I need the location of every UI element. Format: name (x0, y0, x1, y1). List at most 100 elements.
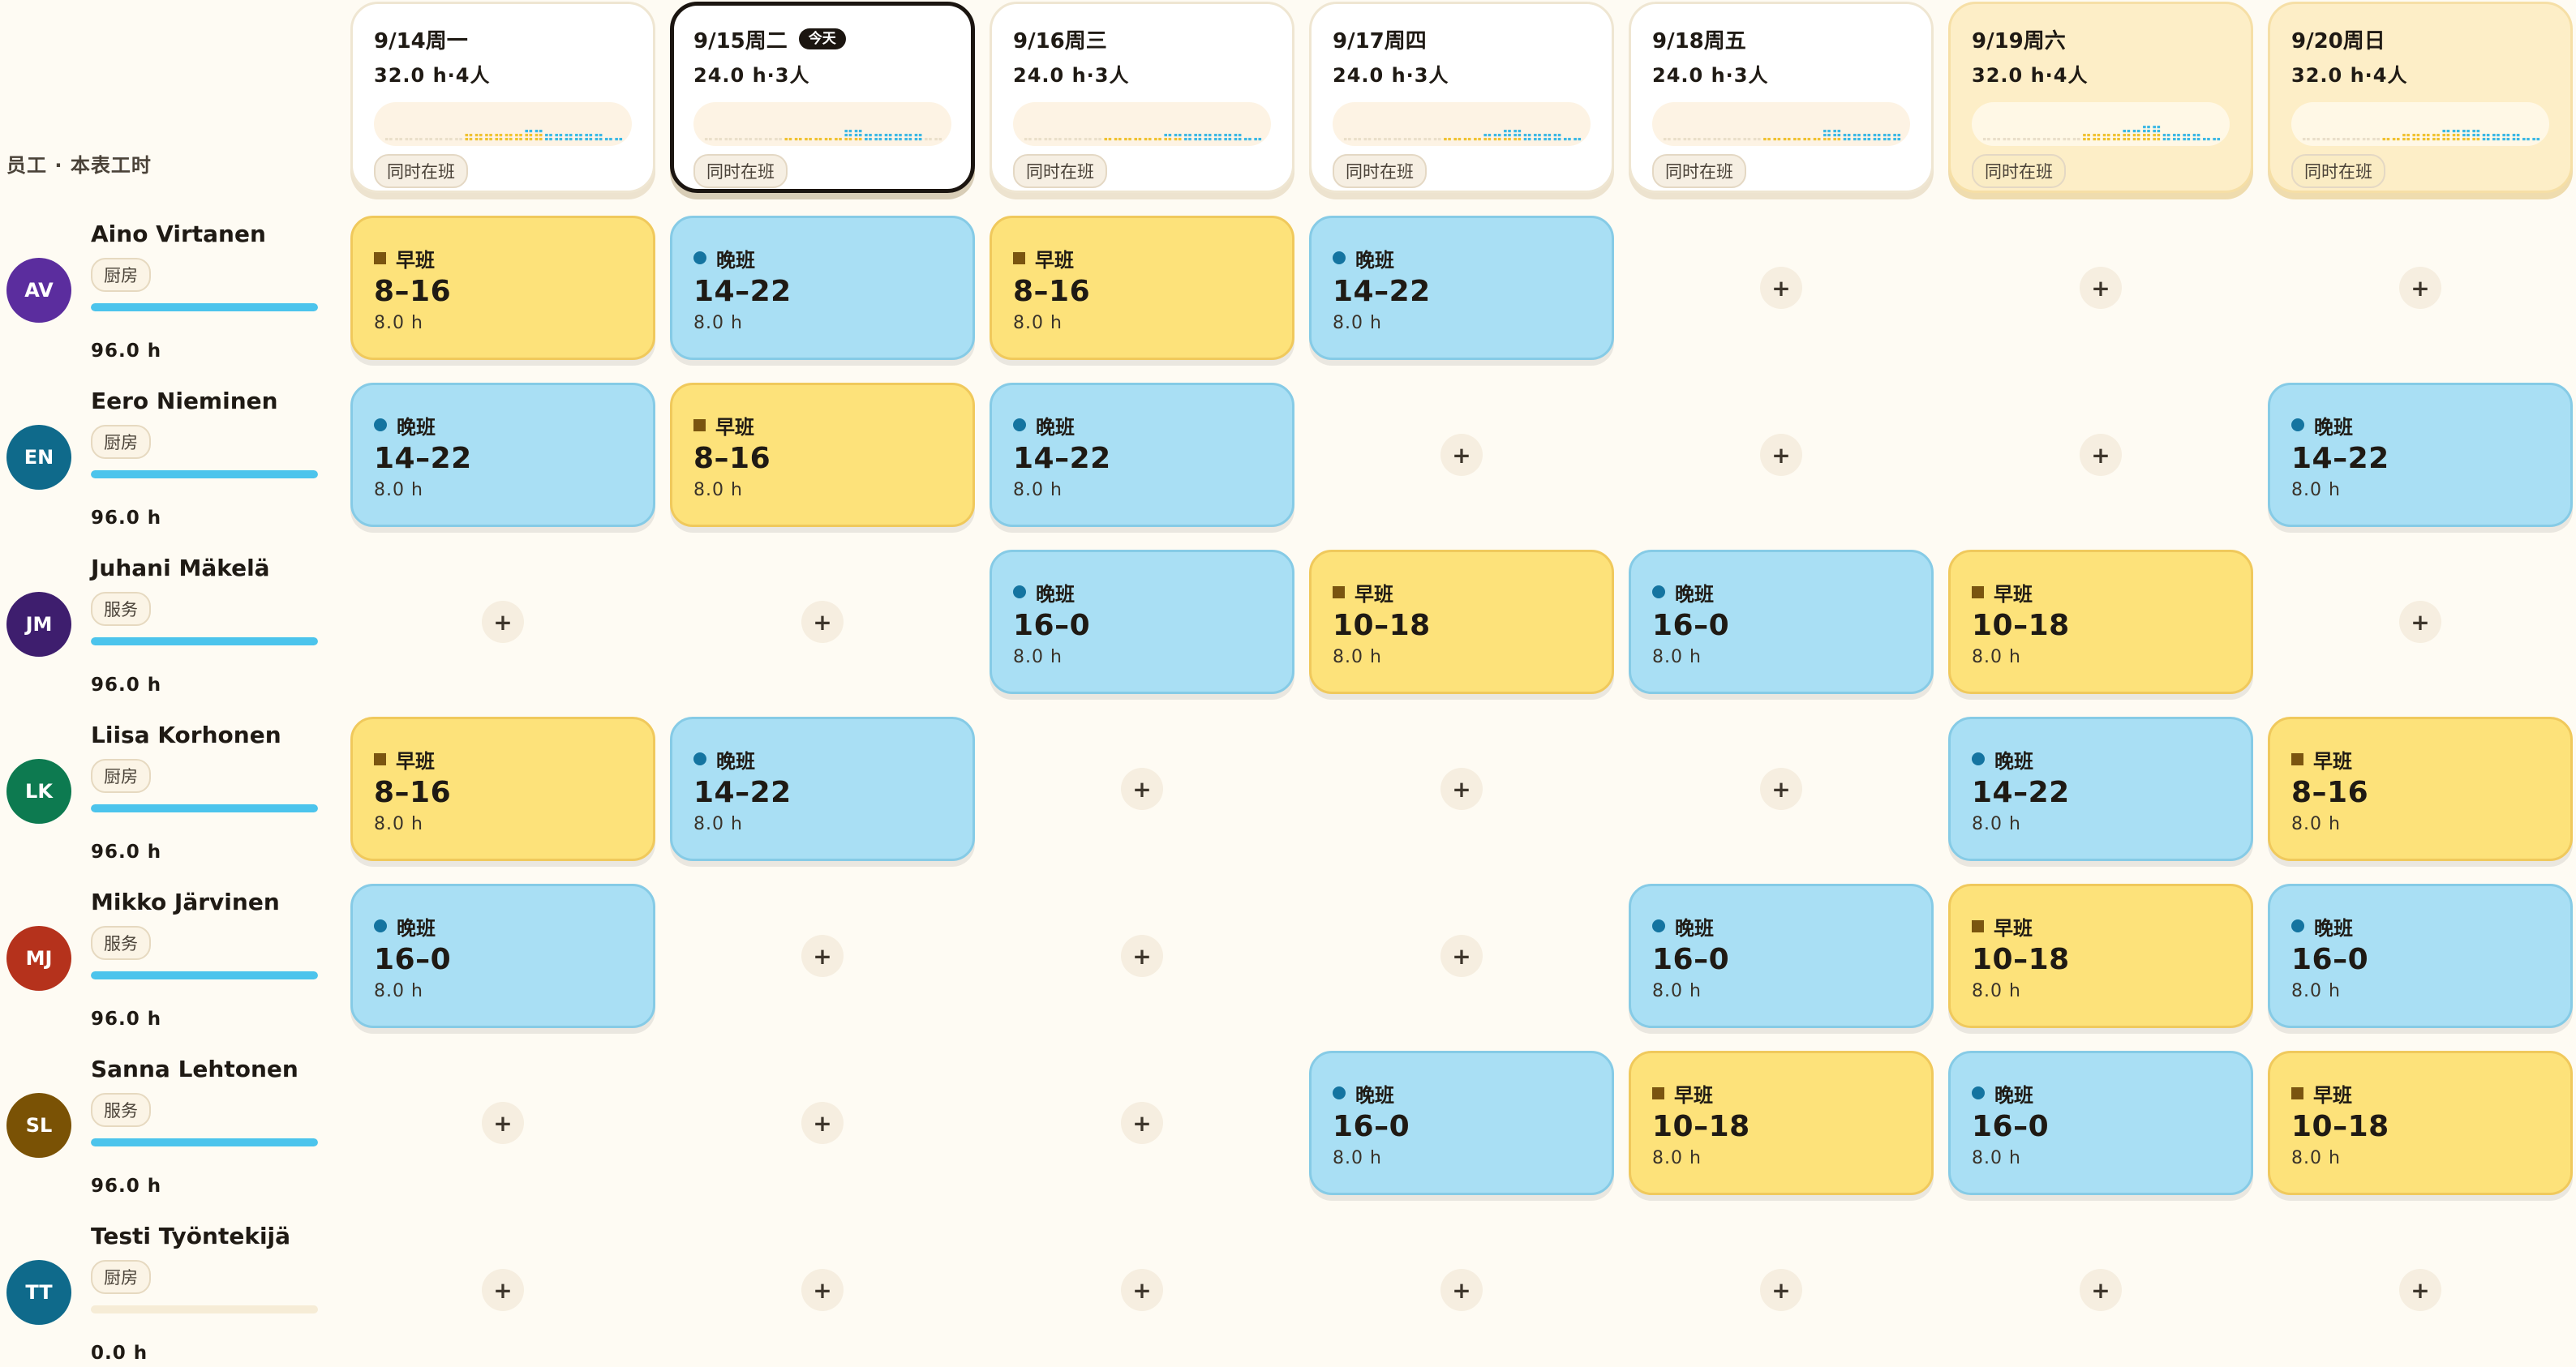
schedule-cell: + (990, 717, 1294, 861)
shift-label: 早班 (1035, 248, 1074, 272)
late-shift-card[interactable]: 晚班 16–0 8.0 h (1948, 1051, 2253, 1195)
add-shift-button[interactable]: + (2080, 434, 2122, 476)
add-shift-button[interactable]: + (2399, 267, 2441, 309)
shift-time: 10–18 (1333, 609, 1431, 642)
add-shift-button[interactable]: + (1121, 768, 1163, 810)
early-shift-card[interactable]: 早班 8–16 8.0 h (2268, 717, 2573, 861)
coverage-sparkline (374, 102, 632, 146)
shift-type: 早班 (1013, 246, 1271, 272)
overlap-toggle[interactable]: 同时在班 (1333, 154, 1427, 188)
early-shift-card[interactable]: 早班 8–16 8.0 h (350, 216, 655, 360)
shift-hours: 8.0 h (2291, 1148, 2341, 1168)
late-shift-card[interactable]: 晚班 16–0 8.0 h (2268, 884, 2573, 1028)
add-shift-button[interactable]: + (1440, 434, 1483, 476)
day-header-1: 9/14周一 32.0 h·4人 同时在班 (350, 2, 655, 193)
schedule-cell: + (670, 1218, 975, 1362)
shift-hours: 8.0 h (1972, 1148, 2021, 1168)
shift-label: 晚班 (716, 248, 755, 272)
employee-info: TT Testi Työntekijä 厨房 0.0 h (0, 1218, 341, 1367)
add-shift-button[interactable]: + (801, 1269, 844, 1311)
late-shift-card[interactable]: 晚班 14–22 8.0 h (670, 216, 975, 360)
day-header-2: 9/15周二 今天 24.0 h·3人 同时在班 (670, 2, 975, 193)
late-shift-card[interactable]: 晚班 14–22 8.0 h (1309, 216, 1614, 360)
square-icon (1652, 1086, 1664, 1099)
square-icon (1972, 585, 1984, 598)
add-shift-button[interactable]: + (801, 1102, 844, 1144)
late-shift-card[interactable]: 晚班 14–22 8.0 h (1948, 717, 2253, 861)
shift-type: 晚班 (1013, 580, 1271, 606)
add-shift-button[interactable]: + (1760, 1269, 1802, 1311)
day-summary: 32.0 h·4人 (374, 64, 491, 87)
add-shift-button[interactable]: + (1121, 1269, 1163, 1311)
day-summary: 32.0 h·4人 (1972, 64, 2089, 87)
add-shift-button[interactable]: + (801, 601, 844, 643)
late-shift-card[interactable]: 晚班 16–0 8.0 h (990, 550, 1294, 694)
add-shift-button[interactable]: + (2399, 1269, 2441, 1311)
day-summary: 24.0 h·3人 (693, 64, 810, 87)
add-shift-button[interactable]: + (1760, 434, 1802, 476)
late-shift-card[interactable]: 晚班 14–22 8.0 h (350, 383, 655, 527)
role-badge: 厨房 (91, 759, 151, 793)
avatar: MJ (6, 926, 71, 991)
overlap-toggle[interactable]: 同时在班 (1972, 154, 2066, 188)
late-shift-card[interactable]: 晚班 16–0 8.0 h (1629, 884, 1934, 1028)
add-shift-button[interactable]: + (1760, 768, 1802, 810)
circle-icon (2291, 919, 2304, 932)
add-shift-button[interactable]: + (1121, 1102, 1163, 1144)
day-date: 9/15周二 (693, 28, 788, 54)
add-shift-button[interactable]: + (482, 1269, 524, 1311)
early-shift-card[interactable]: 早班 10–18 8.0 h (2268, 1051, 2573, 1195)
add-shift-button[interactable]: + (2080, 267, 2122, 309)
employee-hours: 96.0 h (91, 842, 162, 863)
overlap-toggle[interactable]: 同时在班 (1013, 154, 1107, 188)
add-shift-button[interactable]: + (801, 935, 844, 977)
schedule-cell: + (670, 884, 975, 1028)
day-header-3: 9/16周三 24.0 h·3人 同时在班 (990, 2, 1294, 193)
early-shift-card[interactable]: 早班 10–18 8.0 h (1629, 1051, 1934, 1195)
schedule-cell: 早班 10–18 8.0 h (1629, 1051, 1934, 1195)
early-shift-card[interactable]: 早班 8–16 8.0 h (990, 216, 1294, 360)
add-shift-button[interactable]: + (1121, 935, 1163, 977)
late-shift-card[interactable]: 晚班 14–22 8.0 h (990, 383, 1294, 527)
hours-progress-bar (91, 637, 318, 645)
add-shift-button[interactable]: + (1440, 768, 1483, 810)
shift-type: 晚班 (2291, 914, 2549, 940)
add-shift-button[interactable]: + (1440, 935, 1483, 977)
overlap-toggle[interactable]: 同时在班 (1652, 154, 1746, 188)
employee-info: JM Juhani Mäkelä 服务 96.0 h (0, 550, 341, 712)
add-shift-button[interactable]: + (1440, 1269, 1483, 1311)
avatar: SL (6, 1093, 71, 1158)
late-shift-card[interactable]: 晚班 14–22 8.0 h (670, 717, 975, 861)
coverage-sparkline (1972, 102, 2230, 146)
add-shift-button[interactable]: + (2399, 601, 2441, 643)
schedule-cell: + (990, 1051, 1294, 1195)
late-shift-card[interactable]: 晚班 16–0 8.0 h (350, 884, 655, 1028)
early-shift-card[interactable]: 早班 8–16 8.0 h (670, 383, 975, 527)
coverage-sparkline-graphic (384, 130, 623, 141)
schedule-cell: + (2268, 550, 2573, 694)
circle-icon (693, 251, 706, 264)
early-shift-card[interactable]: 早班 10–18 8.0 h (1309, 550, 1614, 694)
early-shift-card[interactable]: 早班 10–18 8.0 h (1948, 550, 2253, 694)
early-shift-card[interactable]: 早班 10–18 8.0 h (1948, 884, 2253, 1028)
schedule-cell: 早班 8–16 8.0 h (2268, 717, 2573, 861)
circle-icon (693, 752, 706, 765)
schedule-cell: + (1629, 216, 1934, 360)
shift-label: 晚班 (1994, 1083, 2033, 1107)
late-shift-card[interactable]: 晚班 16–0 8.0 h (1309, 1051, 1614, 1195)
shift-time: 14–22 (693, 776, 792, 809)
add-shift-button[interactable]: + (482, 1102, 524, 1144)
add-shift-button[interactable]: + (482, 601, 524, 643)
add-shift-button[interactable]: + (2080, 1269, 2122, 1311)
overlap-toggle[interactable]: 同时在班 (693, 154, 788, 188)
shift-hours: 8.0 h (693, 480, 743, 500)
add-shift-button[interactable]: + (1760, 267, 1802, 309)
late-shift-card[interactable]: 晚班 16–0 8.0 h (1629, 550, 1934, 694)
shift-type: 早班 (1972, 580, 2230, 606)
overlap-toggle[interactable]: 同时在班 (374, 154, 468, 188)
day-summary: 32.0 h·4人 (2291, 64, 2408, 87)
early-shift-card[interactable]: 早班 8–16 8.0 h (350, 717, 655, 861)
late-shift-card[interactable]: 晚班 14–22 8.0 h (2268, 383, 2573, 527)
shift-label: 晚班 (1355, 1083, 1394, 1107)
overlap-toggle[interactable]: 同时在班 (2291, 154, 2385, 188)
